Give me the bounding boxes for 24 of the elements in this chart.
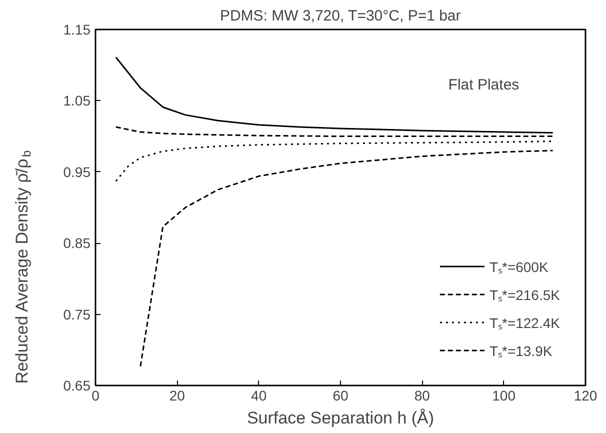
annotation: Flat Plates xyxy=(448,76,520,94)
x-tick-label: 20 xyxy=(169,388,186,404)
line-series xyxy=(115,126,554,138)
line-series xyxy=(115,140,554,182)
legend-label: Tₛ*=600K xyxy=(489,258,548,276)
x-tick-label: 80 xyxy=(414,388,430,404)
x-tick-label: 40 xyxy=(251,388,267,404)
legend-label: Tₛ*=216.5K xyxy=(489,286,560,304)
y-tick-label: 1.15 xyxy=(63,22,91,38)
line-series xyxy=(115,56,554,134)
chart-title: PDMS: MW 3,720, T=30°C, P=1 bar xyxy=(220,8,461,24)
y-tick-label: 0.95 xyxy=(63,164,91,180)
x-tick-label: 120 xyxy=(574,388,598,404)
x-tick-label: 0 xyxy=(92,388,100,404)
legend-label: Tₛ*=122.4K xyxy=(489,314,560,332)
x-tick-label: 100 xyxy=(492,388,516,404)
y-tick-label: 0.65 xyxy=(63,378,91,394)
legend-label: Tₛ*=13.9K xyxy=(489,342,552,360)
x-axis-title: Surface Separation h (Å) xyxy=(246,408,434,428)
x-tick-label: 60 xyxy=(332,388,348,404)
y-tick-label: 1.05 xyxy=(63,92,91,109)
y-tick-label: 0.75 xyxy=(63,306,91,322)
y-tick-label: 0.85 xyxy=(63,235,91,252)
y-axis-title: Reduced Average Density ρ̄/ρb xyxy=(12,150,34,384)
